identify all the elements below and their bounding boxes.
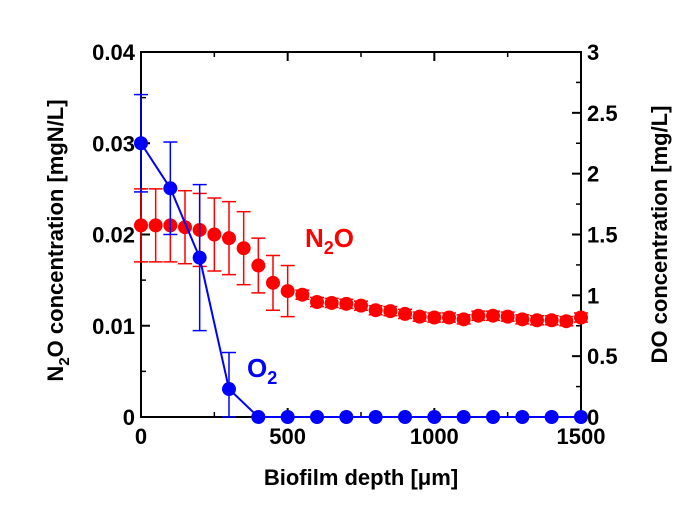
data-point xyxy=(574,310,588,325)
n2o-series-label: N2O xyxy=(305,223,354,258)
y-tick-label: 0.01 xyxy=(92,314,135,339)
y2-tick-label: 0 xyxy=(587,405,599,430)
y2-tick-label: 2 xyxy=(587,162,599,187)
data-point xyxy=(368,303,383,318)
data-point xyxy=(280,410,295,424)
data-point xyxy=(398,410,412,424)
data-series xyxy=(134,93,588,424)
data-point xyxy=(486,410,500,424)
data-point xyxy=(559,314,574,329)
y-tick-label: 0.03 xyxy=(92,131,135,156)
x-tick-label: 0 xyxy=(135,424,147,449)
x-tick-label: 1500 xyxy=(557,424,606,449)
data-point xyxy=(251,410,266,424)
data-point xyxy=(266,275,280,290)
data-point xyxy=(324,295,339,310)
data-point xyxy=(222,231,236,246)
series-line xyxy=(140,142,581,418)
data-point xyxy=(515,410,530,424)
y2-tick-label: 1.5 xyxy=(587,223,618,248)
data-point xyxy=(456,312,471,327)
data-point xyxy=(310,295,324,310)
y2-axis-title: DO concentration [mg/L] xyxy=(647,106,672,364)
data-point xyxy=(486,308,500,323)
data-point xyxy=(148,218,163,233)
data-point xyxy=(222,382,236,397)
data-point xyxy=(280,284,295,299)
plot-frame xyxy=(140,51,582,418)
data-point xyxy=(471,308,486,323)
data-point xyxy=(192,250,207,265)
data-point xyxy=(310,410,324,424)
data-point xyxy=(163,181,178,196)
data-point xyxy=(383,304,398,319)
y-tick-label: 0 xyxy=(123,405,135,430)
axes xyxy=(140,51,582,418)
y-tick-label: 0.04 xyxy=(92,40,136,65)
y2-tick-label: 2.5 xyxy=(587,101,618,126)
data-point xyxy=(427,310,442,325)
data-point xyxy=(354,298,368,313)
data-point xyxy=(500,309,515,324)
y2-tick-label: 1 xyxy=(587,283,599,308)
o2-series-label: O2 xyxy=(247,353,277,388)
data-point xyxy=(339,296,354,311)
data-point xyxy=(544,313,559,328)
data-point xyxy=(412,309,427,324)
y2-tick-label: 0.5 xyxy=(587,344,618,369)
x-axis-title: Biofilm depth [μm] xyxy=(264,465,458,490)
data-point xyxy=(134,136,148,151)
data-point xyxy=(236,241,251,256)
data-point xyxy=(427,410,442,424)
data-point xyxy=(339,410,354,424)
y-axis-title: N2O concentration [mgN/L] xyxy=(43,99,73,381)
series-o2 xyxy=(134,93,588,424)
data-point xyxy=(207,227,222,242)
labels: 0 500 1000 150000.010.020.030.0400.511.522.… xyxy=(43,40,672,490)
data-point xyxy=(530,313,544,328)
x-tick-label: 1000 xyxy=(410,424,459,449)
data-point xyxy=(456,410,471,424)
data-point xyxy=(134,218,148,233)
data-point xyxy=(544,410,559,424)
data-point xyxy=(398,306,412,321)
y-tick-label: 0.02 xyxy=(92,223,135,248)
series-n2o xyxy=(134,188,588,329)
data-point xyxy=(442,310,456,325)
y2-tick-label: 3 xyxy=(587,40,599,65)
data-point xyxy=(368,410,383,424)
data-point xyxy=(574,410,588,424)
data-point xyxy=(251,258,266,273)
x-tick-label: 500 xyxy=(269,424,306,449)
data-point xyxy=(515,312,530,327)
data-point xyxy=(295,287,310,302)
